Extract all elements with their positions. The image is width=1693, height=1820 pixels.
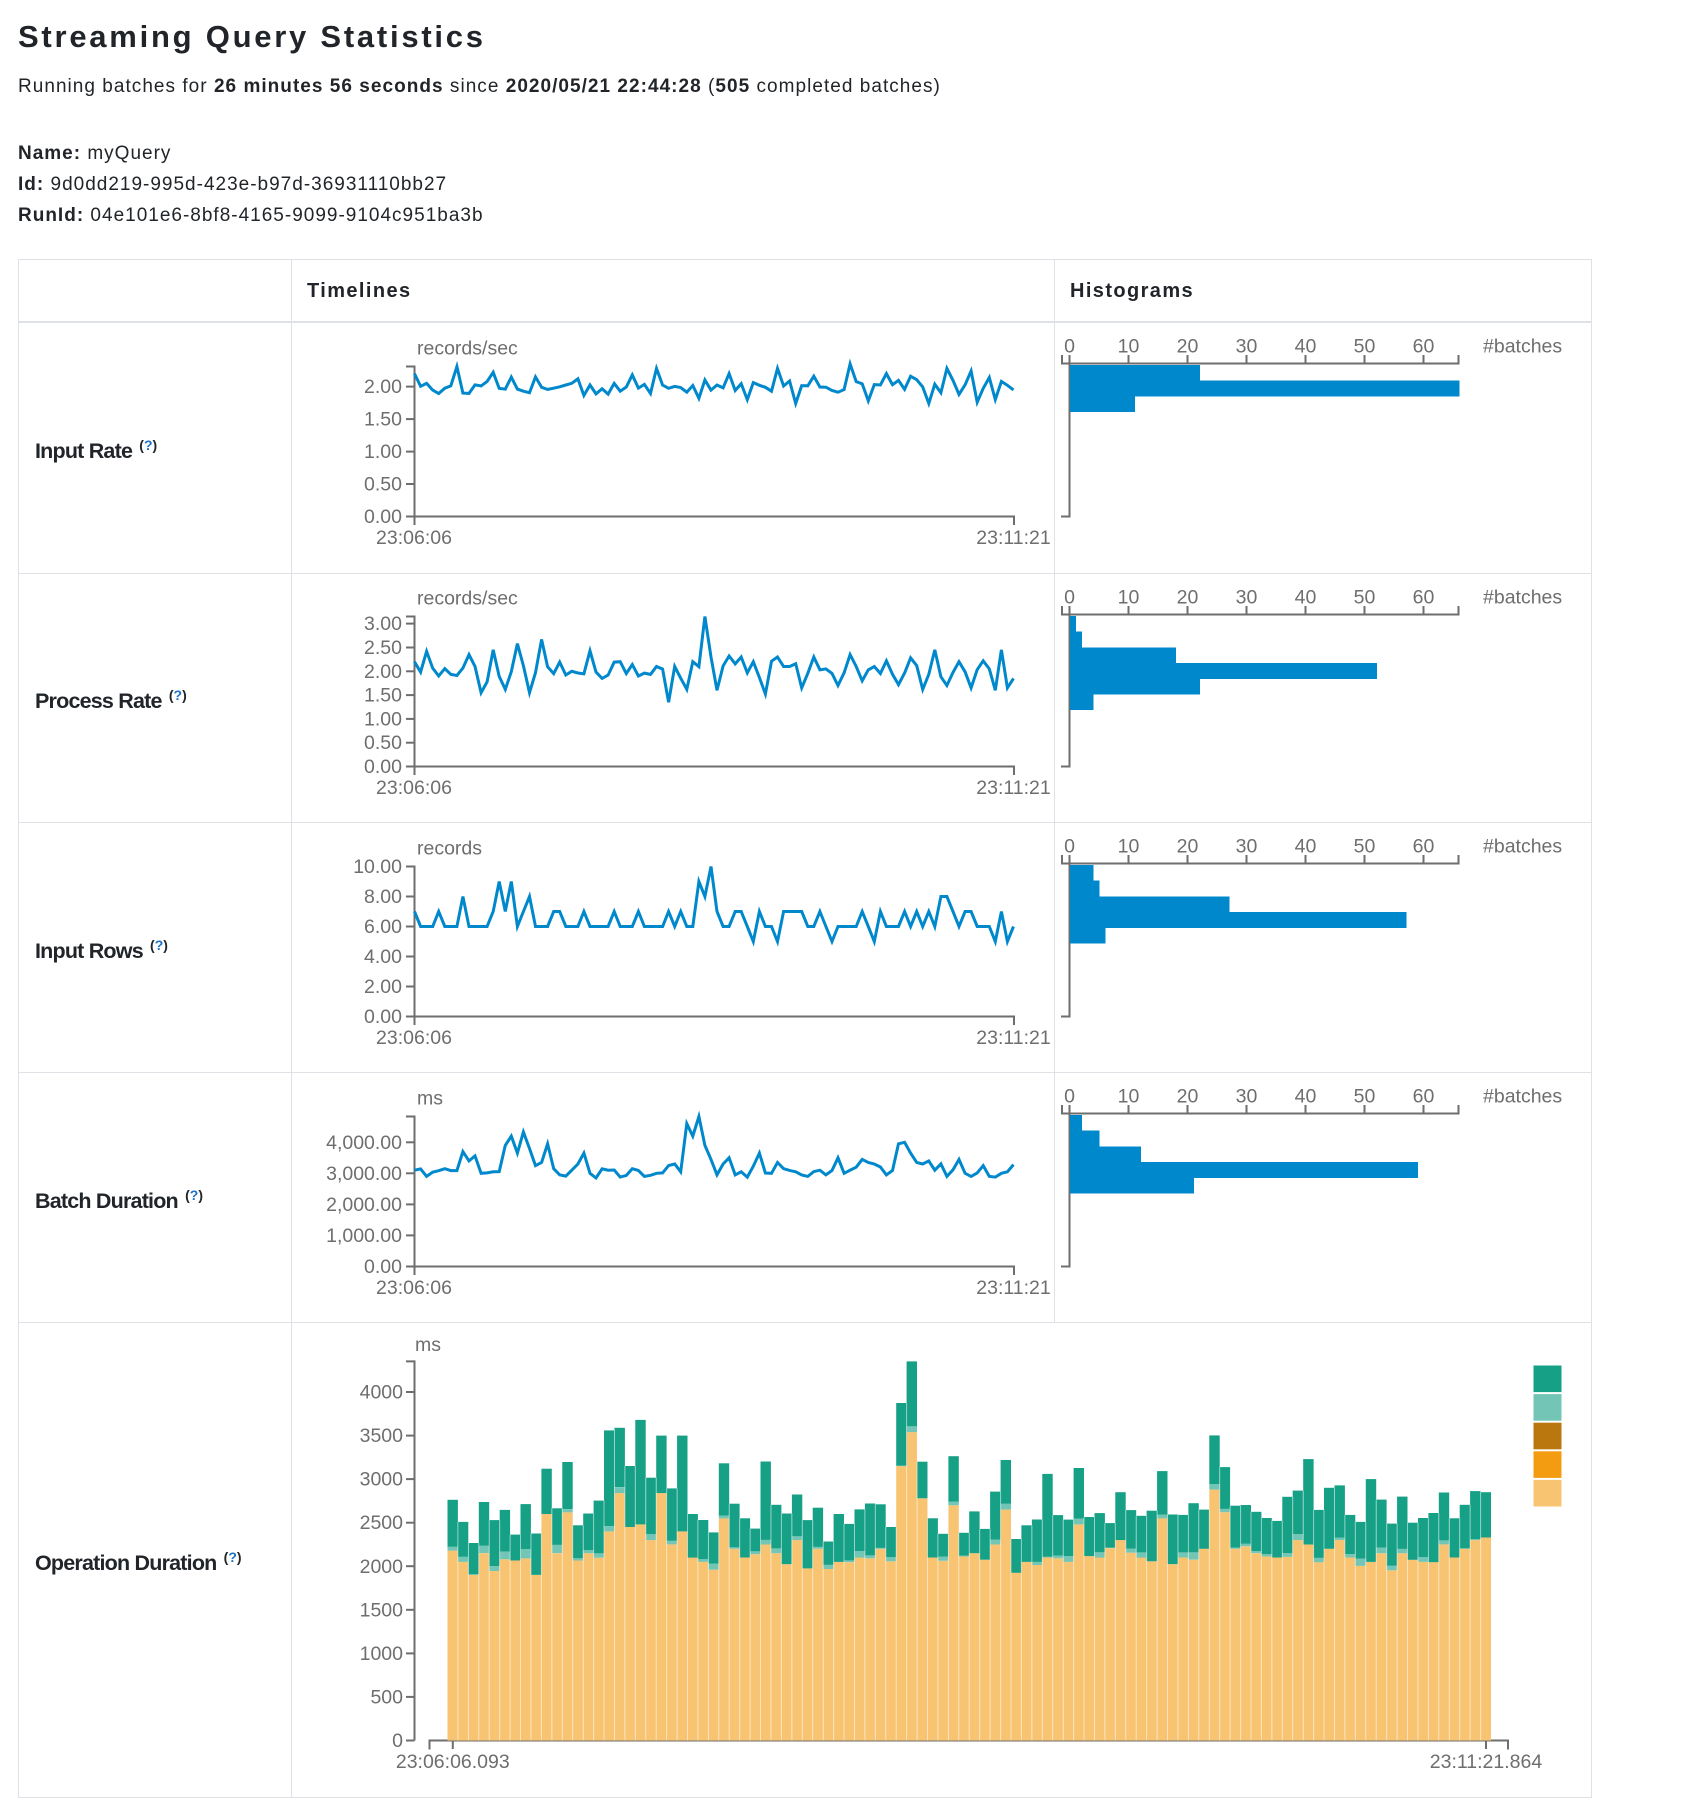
svg-text:0.00: 0.00 [364, 756, 402, 778]
svg-text:30: 30 [1236, 587, 1258, 609]
svg-text:8.00: 8.00 [364, 886, 402, 908]
svg-text:records/sec: records/sec [417, 588, 518, 610]
svg-text:4.00: 4.00 [364, 946, 402, 968]
svg-text:10: 10 [1118, 1086, 1140, 1108]
svg-text:23:06:06: 23:06:06 [376, 1027, 452, 1049]
svg-text:4000: 4000 [360, 1382, 404, 1404]
svg-text:1500: 1500 [360, 1599, 404, 1621]
svg-text:3.00: 3.00 [364, 613, 402, 635]
svg-text:20: 20 [1177, 1086, 1199, 1108]
svg-text:23:11:21: 23:11:21 [976, 777, 1050, 799]
svg-text:60: 60 [1413, 336, 1435, 358]
svg-text:10.00: 10.00 [353, 856, 402, 878]
svg-text:20: 20 [1177, 587, 1199, 609]
svg-text:30: 30 [1236, 336, 1258, 358]
svg-text:#batches: #batches [1483, 1086, 1562, 1108]
svg-text:23:06:06: 23:06:06 [376, 777, 452, 799]
svg-text:20: 20 [1177, 836, 1199, 858]
svg-text:0.00: 0.00 [364, 1006, 402, 1028]
svg-text:0: 0 [392, 1730, 403, 1752]
svg-text:10: 10 [1118, 836, 1140, 858]
svg-text:#batches: #batches [1483, 587, 1562, 609]
svg-text:60: 60 [1413, 836, 1435, 858]
svg-text:30: 30 [1236, 836, 1258, 858]
svg-text:40: 40 [1295, 1086, 1317, 1108]
svg-text:2,000.00: 2,000.00 [326, 1194, 402, 1216]
svg-text:1.50: 1.50 [364, 409, 402, 431]
svg-text:0: 0 [1064, 336, 1075, 358]
svg-text:23:06:06: 23:06:06 [376, 1277, 452, 1299]
svg-text:60: 60 [1413, 1086, 1435, 1108]
svg-text:20: 20 [1177, 336, 1199, 358]
svg-text:23:11:21: 23:11:21 [976, 1027, 1050, 1049]
svg-text:4,000.00: 4,000.00 [326, 1132, 402, 1154]
svg-text:50: 50 [1354, 836, 1376, 858]
svg-text:records: records [417, 838, 482, 860]
svg-text:40: 40 [1295, 836, 1317, 858]
svg-text:0.50: 0.50 [364, 732, 402, 754]
svg-text:3,000.00: 3,000.00 [326, 1163, 402, 1185]
svg-text:23:11:21: 23:11:21 [976, 1277, 1050, 1299]
svg-text:ms: ms [417, 1088, 443, 1110]
svg-text:0: 0 [1064, 1086, 1075, 1108]
svg-text:0.50: 0.50 [364, 474, 402, 496]
svg-text:2.00: 2.00 [364, 376, 402, 398]
svg-text:23:11:21.864: 23:11:21.864 [1430, 1751, 1543, 1773]
svg-text:2.50: 2.50 [364, 637, 402, 659]
svg-text:1.00: 1.00 [364, 708, 402, 730]
svg-text:2.00: 2.00 [364, 661, 402, 683]
svg-text:50: 50 [1354, 336, 1376, 358]
svg-text:2000: 2000 [360, 1556, 404, 1578]
svg-text:1.00: 1.00 [364, 441, 402, 463]
svg-text:30: 30 [1236, 1086, 1258, 1108]
svg-text:#batches: #batches [1483, 336, 1562, 358]
svg-text:40: 40 [1295, 336, 1317, 358]
svg-text:0.00: 0.00 [364, 506, 402, 528]
svg-text:1,000.00: 1,000.00 [326, 1225, 402, 1247]
svg-text:0: 0 [1064, 836, 1075, 858]
svg-text:50: 50 [1354, 1086, 1376, 1108]
svg-text:3000: 3000 [360, 1469, 404, 1491]
svg-text:500: 500 [370, 1686, 403, 1708]
svg-text:3500: 3500 [360, 1425, 404, 1447]
svg-text:1.50: 1.50 [364, 685, 402, 707]
svg-text:0.00: 0.00 [364, 1256, 402, 1278]
svg-text:2500: 2500 [360, 1512, 404, 1534]
svg-text:23:06:06: 23:06:06 [376, 527, 452, 549]
svg-text:#batches: #batches [1483, 836, 1562, 858]
svg-text:50: 50 [1354, 587, 1376, 609]
svg-text:2.00: 2.00 [364, 976, 402, 998]
svg-text:10: 10 [1118, 336, 1140, 358]
svg-text:60: 60 [1413, 587, 1435, 609]
svg-text:40: 40 [1295, 587, 1317, 609]
svg-text:ms: ms [415, 1334, 441, 1356]
svg-text:23:11:21: 23:11:21 [976, 527, 1050, 549]
svg-text:1000: 1000 [360, 1643, 404, 1665]
svg-text:23:06:06.093: 23:06:06.093 [396, 1751, 510, 1773]
svg-text:6.00: 6.00 [364, 916, 402, 938]
svg-text:records/sec: records/sec [417, 338, 518, 360]
svg-text:0: 0 [1064, 587, 1075, 609]
svg-text:10: 10 [1118, 587, 1140, 609]
